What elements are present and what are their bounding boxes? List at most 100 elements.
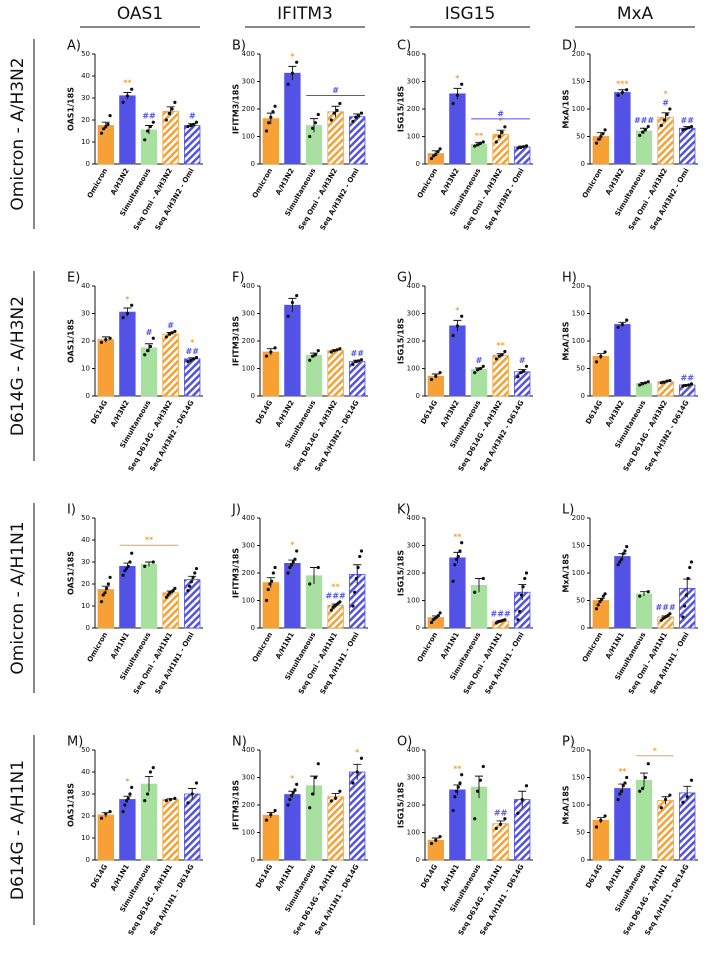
data-point xyxy=(143,564,147,569)
data-point xyxy=(494,826,498,830)
y-tick-label: 200 xyxy=(407,337,420,345)
y-tick-label: 50 xyxy=(576,597,585,605)
data-point xyxy=(329,118,333,122)
data-point xyxy=(438,147,442,151)
y-axis-label: ISG15/18S xyxy=(397,86,406,132)
data-point xyxy=(104,125,108,129)
panel-label: M) xyxy=(67,735,83,750)
data-point xyxy=(359,111,364,115)
significance-mark: ** xyxy=(123,79,132,88)
data-point xyxy=(473,371,477,375)
x-tick-label: Omicron xyxy=(251,631,274,664)
data-point xyxy=(601,594,605,598)
data-point xyxy=(335,348,339,352)
bar xyxy=(592,136,609,165)
y-axis-label: MxA/18S xyxy=(562,321,571,360)
x-tick-label: Seq A/H1N1 - D614G xyxy=(313,863,360,937)
data-point xyxy=(481,364,485,368)
data-point xyxy=(603,128,607,132)
data-point xyxy=(313,353,318,357)
x-tick-label: A/H3N2 xyxy=(604,167,626,197)
data-point xyxy=(481,140,485,144)
data-point xyxy=(145,792,150,796)
data-point xyxy=(643,775,648,780)
data-point xyxy=(475,789,480,793)
data-point xyxy=(335,108,339,112)
y-tick-label: 0 xyxy=(86,624,90,632)
data-point xyxy=(329,350,333,354)
x-tick-label: Seq Omi - A/H3N2 xyxy=(297,167,339,232)
y-axis-label: MxA/18S xyxy=(562,89,571,128)
y-axis-label: OAS1/18S xyxy=(67,87,76,131)
y-tick-label: 100 xyxy=(242,829,255,837)
data-point xyxy=(638,594,642,598)
data-point xyxy=(646,762,650,766)
data-point xyxy=(148,125,153,129)
bar xyxy=(140,563,158,629)
significance-mark: ** xyxy=(475,132,484,141)
significance-mark: ### xyxy=(326,591,346,600)
y-tick-label: 400 xyxy=(407,514,420,522)
data-point xyxy=(659,381,663,385)
error-bar xyxy=(310,567,318,584)
y-tick-label: 30 xyxy=(81,94,90,102)
data-point xyxy=(687,383,691,387)
error-bar xyxy=(640,591,648,597)
significance-mark: * xyxy=(455,74,460,83)
y-tick-label: 30 xyxy=(81,790,90,798)
y-axis-label: OAS1/18S xyxy=(67,783,76,827)
bar xyxy=(327,605,344,629)
data-point xyxy=(125,94,129,98)
data-point xyxy=(124,567,129,571)
significance-mark: ## xyxy=(350,349,364,358)
data-point xyxy=(451,579,455,583)
y-tick-label: 300 xyxy=(407,310,420,318)
data-point xyxy=(455,324,459,328)
data-point xyxy=(273,808,277,813)
significance-mark: # xyxy=(146,328,153,337)
y-tick-label: 300 xyxy=(407,542,420,550)
data-point xyxy=(194,567,199,571)
y-tick-label: 150 xyxy=(572,310,585,318)
data-point xyxy=(351,781,355,785)
data-point xyxy=(460,541,464,545)
x-tick-label: Seq Omi - A/H3N2 xyxy=(132,167,174,232)
data-point xyxy=(621,552,625,556)
bar xyxy=(119,95,136,165)
x-tick-label: Seq A/H1N1 - Omi xyxy=(484,631,526,696)
data-point xyxy=(295,782,299,786)
data-point xyxy=(453,795,457,799)
data-point xyxy=(291,560,295,564)
data-point xyxy=(286,314,290,318)
bar xyxy=(97,125,114,165)
data-point xyxy=(271,571,275,575)
error-bar xyxy=(266,577,275,588)
data-point xyxy=(151,120,155,124)
y-tick-label: 300 xyxy=(242,542,255,550)
x-tick-label: Omicron xyxy=(86,167,109,200)
data-point xyxy=(130,551,134,555)
data-point xyxy=(601,132,605,136)
data-point xyxy=(338,101,342,106)
data-point xyxy=(524,784,529,788)
data-point xyxy=(310,792,315,796)
x-tick-label: Seq Omi - A/H1N1 xyxy=(132,631,174,696)
x-tick-label: Omicron xyxy=(251,167,274,200)
error-bar xyxy=(475,578,483,593)
data-point xyxy=(329,608,333,612)
data-point xyxy=(286,82,290,86)
data-point xyxy=(599,134,603,139)
data-point xyxy=(475,143,480,147)
data-point xyxy=(519,593,523,597)
y-axis-label: OAS1/18S xyxy=(67,319,76,363)
data-point xyxy=(308,358,312,362)
significance-mark: ## xyxy=(680,373,694,382)
data-point xyxy=(625,775,629,780)
bar xyxy=(262,582,279,629)
y-tick-label: 150 xyxy=(572,774,585,782)
x-tick-label: Seq Omi - A/H3N2 xyxy=(462,167,504,232)
data-point xyxy=(351,362,355,366)
error-bar xyxy=(640,127,648,134)
data-point xyxy=(264,129,269,133)
significance-mark: ** xyxy=(453,532,462,541)
